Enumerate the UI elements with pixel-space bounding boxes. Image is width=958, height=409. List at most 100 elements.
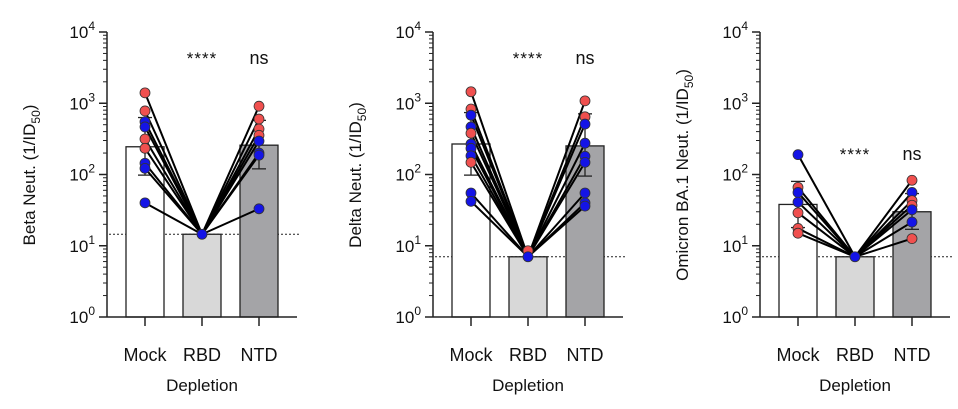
pair-line bbox=[201, 140, 260, 235]
data-point-ntd bbox=[253, 113, 265, 125]
pair-line bbox=[144, 167, 203, 235]
pair-line bbox=[797, 154, 856, 258]
bar-rbd bbox=[182, 233, 222, 318]
y-label-paren: ) bbox=[20, 105, 39, 111]
x-tick-label: Mock bbox=[123, 345, 167, 365]
tick-base: 10 bbox=[722, 308, 741, 327]
data-point-mock bbox=[792, 207, 804, 219]
tick-exponent: 0 bbox=[414, 304, 421, 318]
pair-line bbox=[144, 92, 203, 235]
x-axis-label: Depletion bbox=[819, 376, 891, 395]
y-label-subscript: 50 bbox=[682, 74, 696, 88]
data-point-mock bbox=[465, 109, 477, 121]
y-tick-label: 102 bbox=[69, 162, 95, 185]
pair-line bbox=[527, 192, 586, 258]
y-label-subscript: 50 bbox=[355, 108, 369, 122]
pair-line bbox=[201, 207, 260, 236]
tick-base: 10 bbox=[722, 237, 741, 256]
data-point-mock bbox=[465, 195, 477, 207]
data-point-ntd bbox=[253, 135, 265, 147]
data-point-ntd bbox=[253, 203, 265, 215]
pair-line bbox=[797, 232, 856, 258]
y-tick-label: 103 bbox=[395, 90, 421, 113]
pair-line bbox=[470, 200, 529, 258]
data-point-ntd bbox=[906, 204, 918, 216]
y-tick-label: 101 bbox=[395, 233, 421, 256]
pair-line bbox=[201, 154, 260, 235]
tick-exponent: 2 bbox=[88, 162, 95, 176]
data-point-mock bbox=[792, 196, 804, 208]
y-tick-label: 100 bbox=[69, 304, 95, 327]
tick-base: 10 bbox=[722, 94, 741, 113]
pair-line bbox=[144, 201, 203, 236]
significance-label: **** bbox=[187, 49, 217, 68]
data-point-ntd bbox=[579, 137, 591, 149]
pair-line bbox=[854, 237, 913, 258]
tick-exponent: 3 bbox=[741, 90, 748, 104]
pair-line bbox=[527, 123, 586, 258]
pair-line bbox=[527, 142, 586, 258]
y-axis-label: Delta Neut. (1/ID50) bbox=[346, 102, 369, 248]
tick-base: 10 bbox=[69, 308, 88, 327]
pair-line bbox=[527, 161, 586, 258]
tick-base: 10 bbox=[395, 23, 414, 42]
y-tick-label: 104 bbox=[69, 19, 95, 42]
significance-label: **** bbox=[513, 49, 543, 68]
x-tick-label: Mock bbox=[449, 345, 493, 365]
tick-exponent: 4 bbox=[414, 19, 421, 33]
x-tick-label: RBD bbox=[509, 345, 547, 365]
data-point-mock bbox=[139, 121, 151, 133]
pair-line bbox=[144, 126, 203, 235]
pair-line bbox=[854, 179, 913, 258]
significance-label: ns bbox=[249, 48, 268, 68]
data-point-mock bbox=[792, 227, 804, 239]
y-label-subscript: 50 bbox=[29, 110, 43, 124]
data-point-ntd bbox=[253, 100, 265, 112]
y-axis-label: Omicron BA.1 Neut. (1/ID50) bbox=[673, 69, 696, 281]
data-point-mock bbox=[465, 127, 477, 139]
tick-exponent: 4 bbox=[88, 19, 95, 33]
tick-base: 10 bbox=[395, 166, 414, 185]
y-tick-label: 100 bbox=[395, 304, 421, 327]
x-tick-label: RBD bbox=[836, 345, 874, 365]
y-tick-label: 102 bbox=[395, 162, 421, 185]
x-axis-label: Depletion bbox=[166, 376, 238, 395]
tick-base: 10 bbox=[722, 23, 741, 42]
data-point-rbd bbox=[196, 228, 208, 240]
data-point-rbd bbox=[522, 251, 534, 263]
y-tick-label: 103 bbox=[69, 90, 95, 113]
pair-line bbox=[797, 191, 856, 258]
significance-label: ns bbox=[902, 144, 921, 164]
y-label-paren: ) bbox=[673, 69, 692, 75]
pair-line bbox=[527, 205, 586, 258]
significance-label: **** bbox=[840, 145, 870, 164]
tick-base: 10 bbox=[69, 166, 88, 185]
data-point-mock bbox=[139, 87, 151, 99]
tick-exponent: 0 bbox=[88, 304, 95, 318]
data-point-ntd bbox=[579, 156, 591, 168]
bar-rbd bbox=[835, 256, 875, 318]
data-point-ntd bbox=[906, 174, 918, 186]
y-tick-label: 101 bbox=[69, 233, 95, 256]
y-label-paren: ) bbox=[346, 102, 365, 108]
bar-rbd bbox=[508, 256, 548, 318]
data-point-mock bbox=[465, 156, 477, 168]
tick-exponent: 1 bbox=[741, 233, 748, 247]
significance-label: ns bbox=[575, 48, 594, 68]
x-tick-label: NTD bbox=[241, 345, 278, 365]
y-label-main: Omicron BA.1 Neut. (1/ID bbox=[673, 88, 692, 281]
tick-exponent: 1 bbox=[88, 233, 95, 247]
data-point-mock bbox=[139, 142, 151, 154]
y-label-main: Delta Neut. (1/ID bbox=[346, 121, 365, 248]
x-tick-label: NTD bbox=[894, 345, 931, 365]
x-tick-label: Mock bbox=[776, 345, 820, 365]
y-tick-label: 103 bbox=[722, 90, 748, 113]
data-point-ntd bbox=[906, 216, 918, 228]
data-point-rbd bbox=[849, 251, 861, 263]
data-point-mock bbox=[139, 105, 151, 117]
pair-line bbox=[797, 212, 856, 258]
